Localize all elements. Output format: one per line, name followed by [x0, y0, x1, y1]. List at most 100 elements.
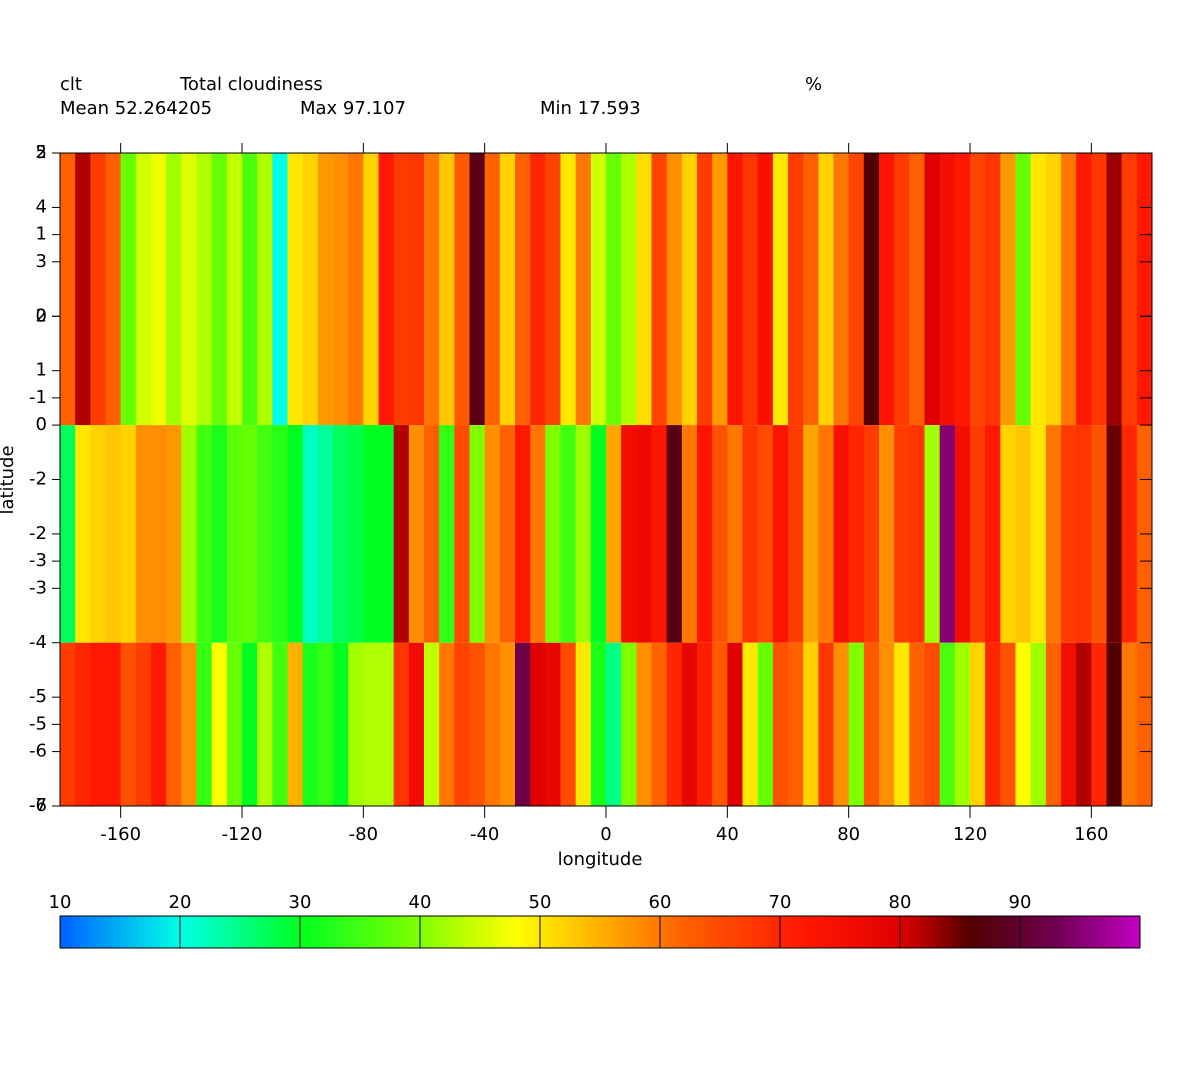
- cell: [317, 153, 334, 426]
- cell: [970, 425, 986, 643]
- cell: [1106, 153, 1123, 426]
- cell: [621, 642, 637, 806]
- cell: [60, 153, 76, 426]
- cell: [636, 153, 652, 426]
- cell: [985, 642, 1001, 806]
- cell: [1045, 425, 1062, 643]
- cell: [939, 642, 956, 806]
- cell: [257, 153, 273, 426]
- cell: [1061, 153, 1077, 426]
- cell: [287, 642, 304, 806]
- cell: [363, 642, 379, 806]
- cell: [196, 153, 213, 426]
- cell: [90, 153, 106, 426]
- cell: [484, 642, 501, 806]
- cell: [894, 425, 910, 643]
- cell: [181, 425, 197, 643]
- cell: [530, 425, 546, 643]
- cell: [105, 642, 122, 806]
- x-tick-label: -40: [470, 824, 499, 845]
- cell: [378, 425, 395, 643]
- y-tick-label: 2: [36, 305, 47, 326]
- cell: [469, 153, 486, 426]
- cell: [954, 153, 971, 426]
- cell: [545, 153, 561, 426]
- cell: [1045, 153, 1062, 426]
- colorbar-tick-label: 80: [889, 892, 912, 913]
- colorbar-tick-label: 20: [169, 892, 192, 913]
- y-tick-label: -3: [29, 550, 47, 571]
- cell: [393, 153, 410, 426]
- y-tick-label: -2: [29, 469, 47, 490]
- cell: [1045, 642, 1062, 806]
- cell: [651, 425, 668, 643]
- cell: [257, 642, 273, 806]
- cell: [621, 425, 637, 643]
- cell: [833, 425, 850, 643]
- cell: [75, 153, 91, 426]
- cell: [848, 425, 865, 643]
- y-tick-label: -3: [29, 577, 47, 598]
- min: Min 17.593: [540, 98, 641, 119]
- cell: [424, 425, 440, 643]
- cell: [196, 425, 213, 643]
- cell: [894, 153, 910, 426]
- cell: [1015, 642, 1032, 806]
- cell: [378, 153, 395, 426]
- cell: [818, 425, 834, 643]
- cell: [939, 153, 956, 426]
- cell: [833, 153, 850, 426]
- cell: [848, 642, 865, 806]
- cell: [530, 642, 546, 806]
- cell: [575, 153, 592, 426]
- cell: [484, 425, 501, 643]
- y-tick-label: 3: [36, 251, 47, 272]
- cell: [242, 642, 258, 806]
- cell: [272, 642, 288, 806]
- cell: [803, 425, 819, 643]
- cell: [515, 425, 531, 643]
- colorbar-tick-label: 50: [529, 892, 552, 913]
- cell: [226, 642, 243, 806]
- colorbar-tick-label: 10: [49, 892, 72, 913]
- cell: [772, 425, 789, 643]
- cell: [909, 153, 925, 426]
- cell: [1076, 425, 1092, 643]
- cell: [803, 642, 819, 806]
- cell: [848, 153, 865, 426]
- cell: [515, 153, 531, 426]
- cell: [1015, 425, 1032, 643]
- cell: [226, 425, 243, 643]
- cell: [1091, 425, 1107, 643]
- cell: [651, 642, 668, 806]
- cell: [1061, 425, 1077, 643]
- cell: [408, 425, 425, 643]
- cell: [469, 425, 486, 643]
- cell: [666, 153, 683, 426]
- cell: [590, 153, 607, 426]
- x-tick-label: -160: [100, 824, 141, 845]
- cell: [712, 153, 728, 426]
- cell: [727, 153, 743, 426]
- cell: [757, 153, 774, 426]
- cell: [818, 642, 834, 806]
- cell: [742, 153, 759, 426]
- cell: [1076, 153, 1092, 426]
- y-tick-label: -2: [29, 523, 47, 544]
- x-tick-label: -80: [349, 824, 378, 845]
- cell: [363, 425, 379, 643]
- cell: [954, 425, 971, 643]
- x-axis-label: longitude: [558, 849, 643, 870]
- cell: [833, 642, 850, 806]
- x-tick-label: 0: [600, 824, 611, 845]
- cell: [970, 153, 986, 426]
- cell: [924, 425, 941, 643]
- cell: [302, 153, 319, 426]
- cell: [348, 153, 364, 426]
- cells: [60, 153, 1153, 806]
- cell: [742, 642, 759, 806]
- cell: [151, 642, 167, 806]
- cell: [985, 153, 1001, 426]
- cell: [120, 153, 137, 426]
- x-tick-label: 80: [837, 824, 860, 845]
